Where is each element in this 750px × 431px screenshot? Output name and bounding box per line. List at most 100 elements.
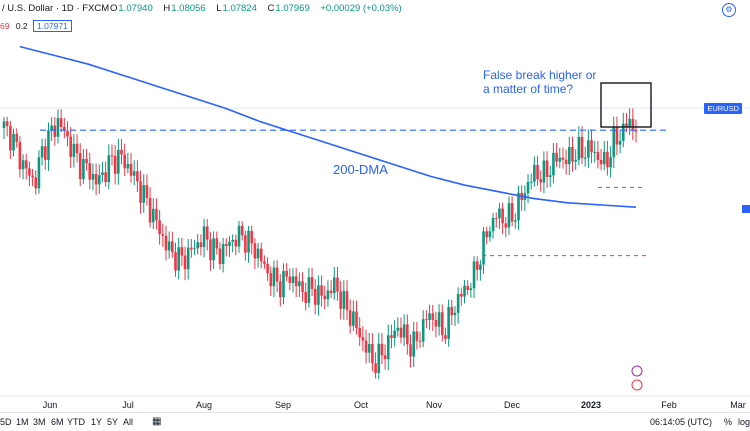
candle-body — [466, 285, 469, 291]
candle-body — [132, 171, 136, 176]
candle-body — [428, 313, 431, 320]
candle-body — [450, 306, 454, 316]
timeframe-button[interactable]: 1M — [16, 417, 29, 427]
candle-body — [348, 310, 352, 326]
candle-body — [498, 208, 501, 219]
candle-body — [440, 312, 444, 336]
timeframe-button[interactable]: 5Y — [107, 417, 119, 427]
candle-body — [634, 130, 638, 132]
candle-body — [456, 293, 460, 313]
x-axis-label: Nov — [425, 400, 443, 410]
candle-body — [460, 293, 463, 297]
candle-body — [2, 121, 6, 128]
timeframe-button[interactable]: 5D — [0, 417, 12, 427]
candle-body — [294, 276, 298, 287]
candle-body — [561, 157, 565, 160]
candle-body — [580, 136, 584, 159]
false-break-line1: False break higher or — [483, 68, 597, 82]
candle-body — [275, 267, 279, 282]
settings-icon[interactable]: ⚙ — [722, 3, 736, 17]
candle-body — [352, 311, 355, 326]
candle-body — [215, 238, 219, 249]
candle-body — [145, 185, 149, 198]
candle-body — [602, 151, 606, 165]
candle-body — [282, 270, 285, 298]
dividend-icon[interactable] — [631, 379, 643, 391]
timeframe-button[interactable]: YTD — [67, 417, 85, 427]
candle-body — [180, 247, 184, 256]
candle-body — [326, 290, 330, 300]
candle-body — [431, 313, 435, 320]
candle-body — [571, 147, 574, 162]
candle-body — [263, 261, 266, 264]
candle-body — [53, 125, 57, 137]
dma-annotation: 200-DMA — [333, 162, 388, 177]
candle-body — [621, 123, 625, 141]
candle-body — [110, 155, 114, 157]
candle-body — [453, 312, 457, 316]
candle-body — [199, 242, 203, 248]
candle-body — [269, 273, 273, 287]
event-icon[interactable] — [631, 365, 643, 377]
log-toggle[interactable]: log — [737, 417, 750, 427]
candle-body — [371, 343, 374, 364]
candle-body — [136, 171, 139, 182]
candle-body — [123, 154, 126, 169]
candle-body — [393, 330, 396, 339]
candle-body — [177, 247, 180, 271]
timeframe-button[interactable]: 1Y — [91, 417, 103, 427]
candle-body — [434, 319, 438, 327]
candle-body — [593, 151, 597, 153]
x-axis-label: Mar — [730, 400, 746, 410]
candle-body — [256, 248, 260, 259]
candle-body — [386, 335, 390, 360]
candle-body — [34, 177, 38, 189]
candle-body — [304, 291, 308, 303]
candle-body — [507, 203, 511, 228]
candle-body — [517, 192, 520, 221]
change-value: +0.00029 (+0.03%) — [320, 3, 402, 14]
candle-body — [40, 146, 44, 158]
candle-body — [402, 324, 406, 338]
candle-body — [183, 255, 187, 270]
candle-body — [463, 285, 466, 297]
candle-body — [82, 158, 85, 180]
candle-body — [21, 160, 25, 170]
percent-toggle[interactable]: % — [723, 417, 732, 427]
candle-body — [504, 223, 508, 228]
candle-body — [583, 157, 587, 159]
timeframe-button[interactable]: All — [123, 417, 134, 427]
symbol-title[interactable]: / U.S. Dollar · 1D · FXCM — [2, 3, 110, 14]
candle-body — [221, 244, 225, 265]
candle-body — [9, 125, 12, 151]
calendar-range-icon[interactable]: ▦ — [152, 416, 162, 427]
x-axis-label: Dec — [503, 400, 521, 410]
candle-body — [475, 261, 479, 270]
dma-200-line[interactable] — [19, 45, 637, 208]
candle-body — [529, 181, 533, 183]
candle-body — [545, 160, 549, 177]
candle-body — [488, 231, 492, 238]
indicator-price-box[interactable]: 1.07971 — [33, 20, 72, 32]
close-value: 1.07969 — [275, 3, 310, 14]
candle-body — [97, 175, 101, 185]
timeframe-button[interactable]: 6M — [51, 417, 64, 427]
clock-readout[interactable]: 06:14:05 (UTC) — [649, 417, 712, 427]
bottom-toolbar: 5D 1M 3M 6M YTD 1Y 5Y All ▦ 06:14:05 (UTC) % lo… — [0, 412, 750, 431]
candle-body — [285, 270, 288, 277]
candle-body — [482, 231, 485, 265]
candle-body — [139, 181, 142, 203]
candle-body — [164, 235, 168, 251]
candle-body — [377, 343, 381, 373]
candle-body — [234, 239, 238, 247]
candle-body — [542, 160, 546, 183]
timeframe-button[interactable]: 3M — [33, 417, 46, 427]
high-label: H — [163, 3, 171, 14]
false-break-box[interactable] — [600, 82, 652, 128]
candle-body — [231, 239, 234, 242]
candle-body — [12, 133, 15, 151]
candle-body — [253, 243, 257, 259]
candle-body — [336, 277, 339, 292]
candle-body — [510, 203, 514, 222]
